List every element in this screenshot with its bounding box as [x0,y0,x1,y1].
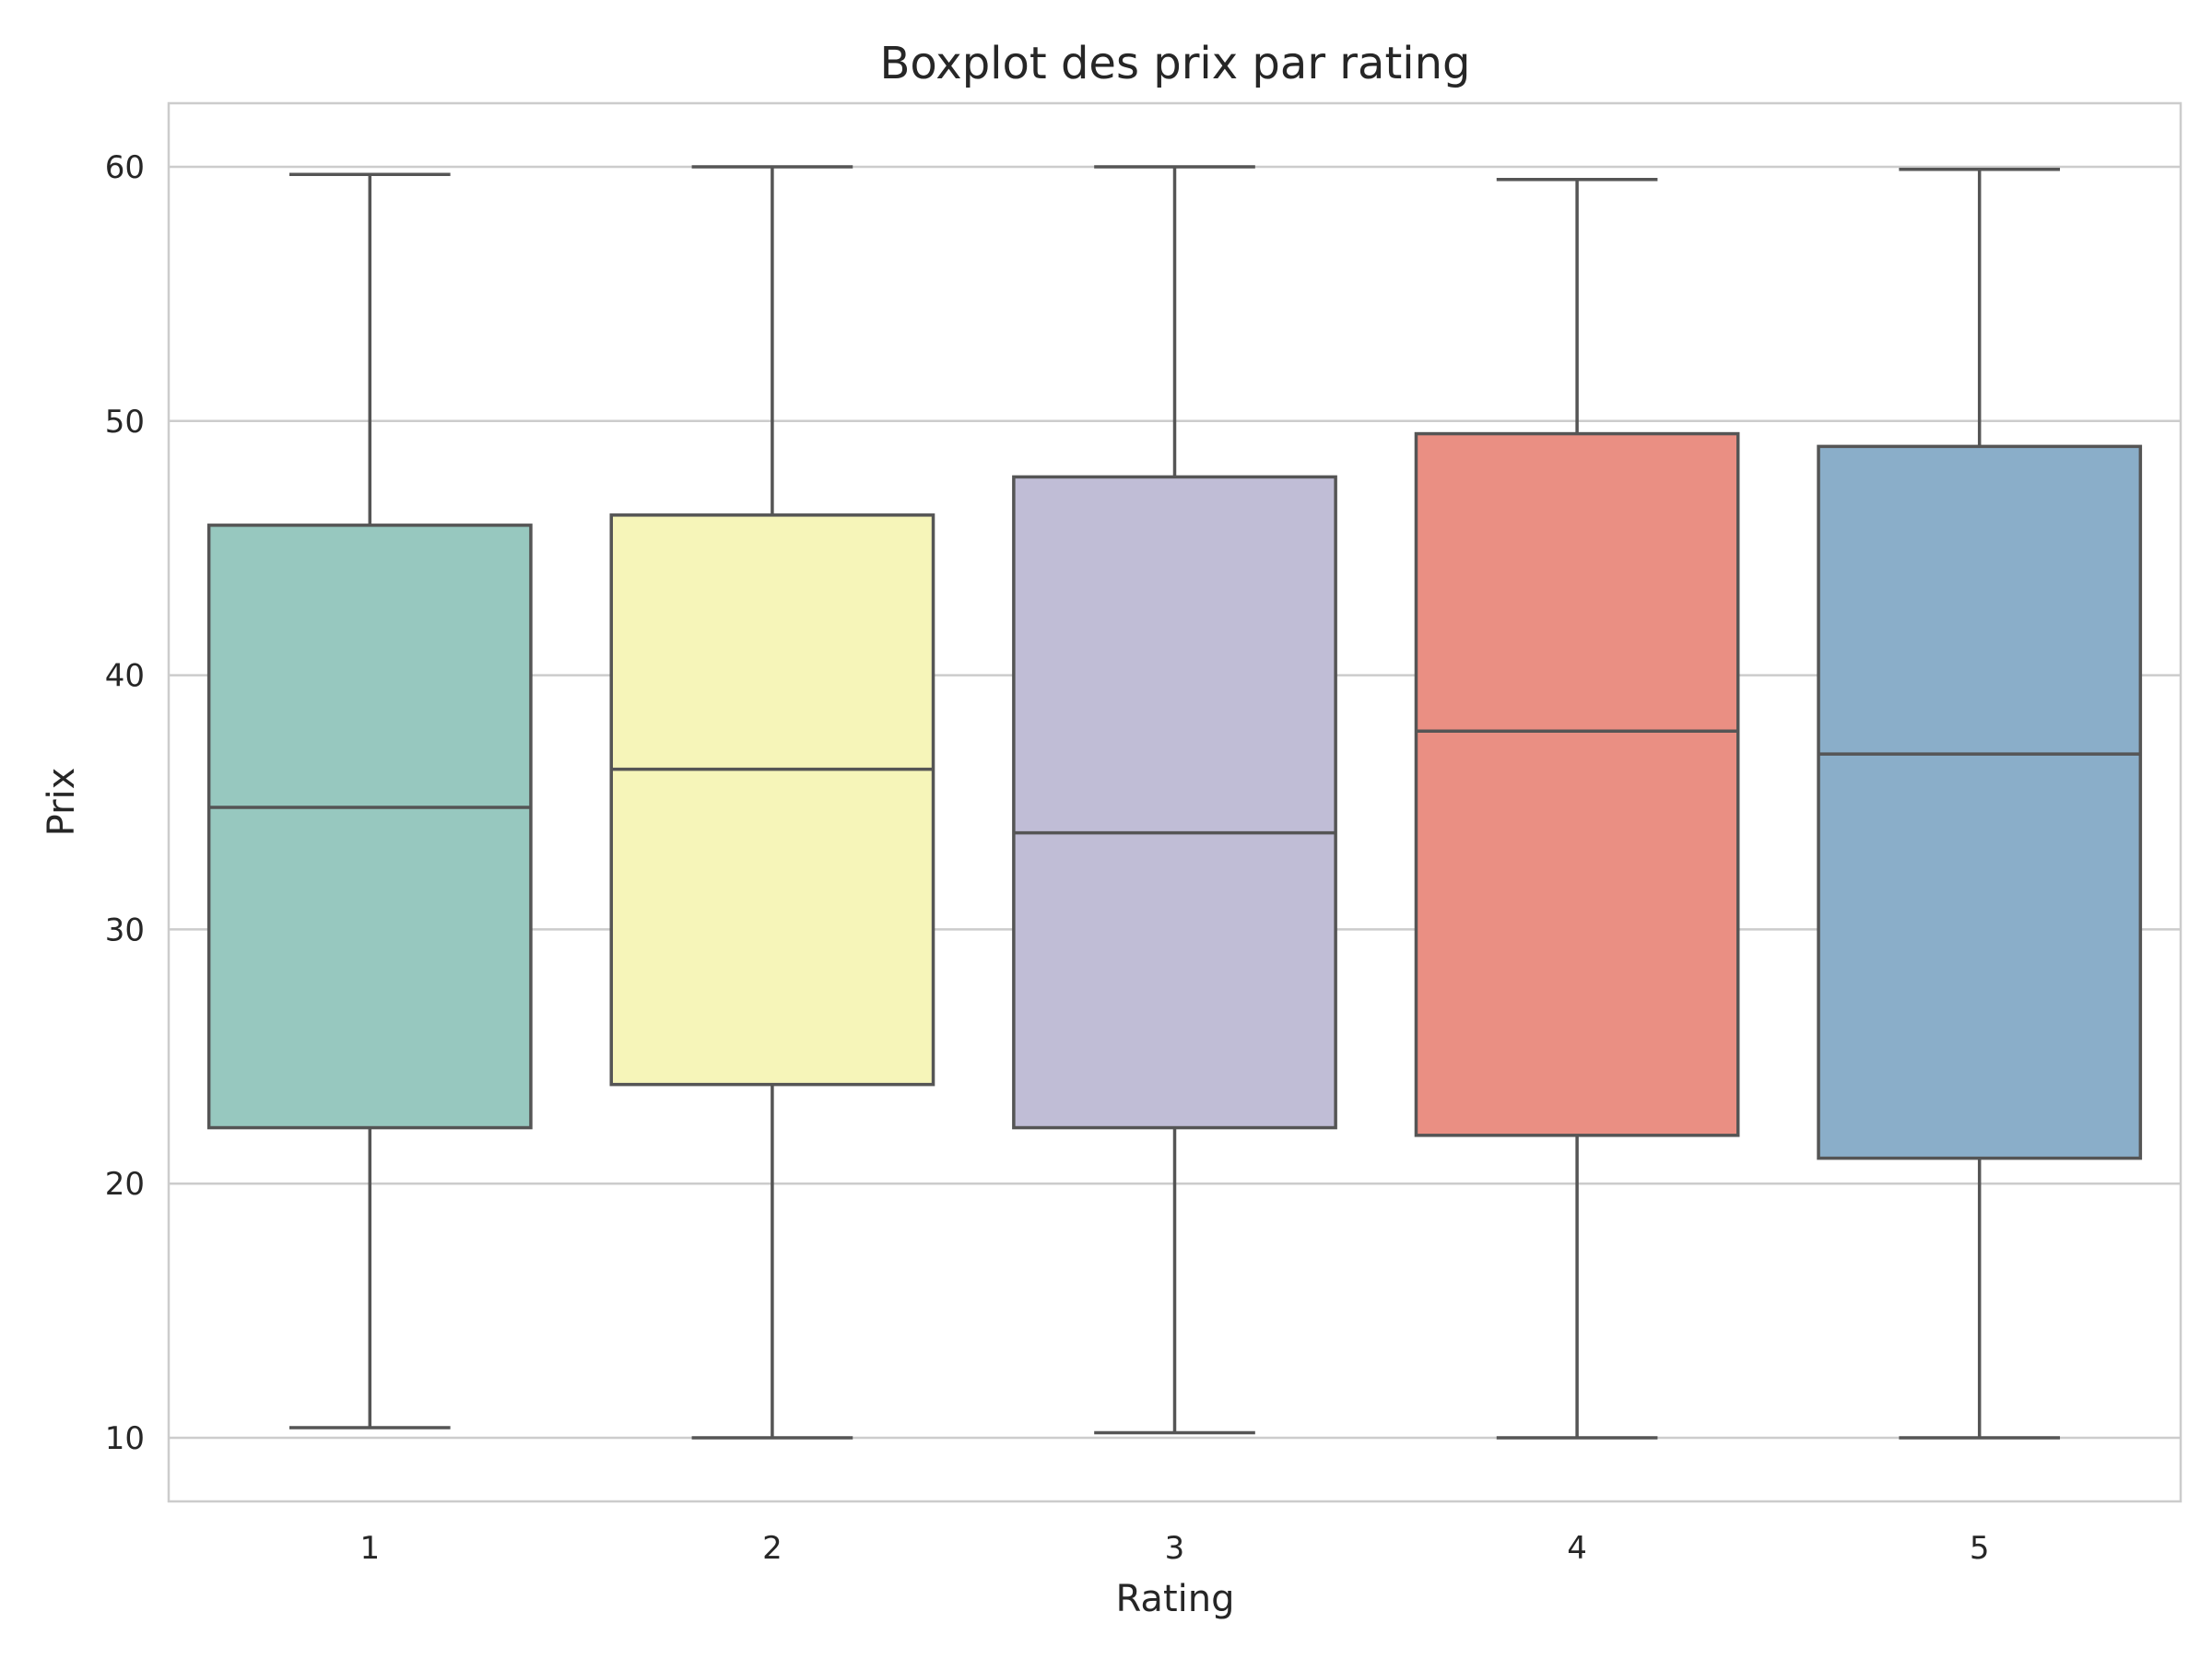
y-tick-label-60: 60 [105,149,145,186]
x-tick-label-5: 5 [1970,1530,1990,1567]
chart-title: Boxplot des prix par rating [879,38,1470,89]
x-tick-label-4: 4 [1567,1530,1587,1567]
iqr-box [1414,431,1740,1137]
box-rating-3 [1012,165,1337,1435]
box-rating-1 [206,172,533,1430]
iqr-box [1817,444,2143,1160]
y-axis-ticks: 10 20 30 40 50 60 [105,149,145,1457]
box-rating-5 [1817,167,2143,1440]
y-tick-label-20: 20 [105,1166,145,1203]
plot-frame [167,101,2183,1503]
box-rating-2 [609,165,935,1440]
box-rating-4 [1414,177,1740,1440]
iqr-box [1012,475,1337,1130]
y-axis-label: Prix [41,768,83,837]
x-tick-label-2: 2 [762,1530,782,1567]
y-tick-label-40: 40 [105,658,145,695]
x-axis-ticks: 1 2 3 4 5 [359,1530,1989,1567]
x-tick-label-1: 1 [359,1530,380,1567]
y-tick-label-30: 30 [105,912,145,948]
iqr-box [206,524,533,1130]
iqr-box [609,513,935,1087]
y-tick-label-50: 50 [105,404,145,441]
x-axis-label: Rating [1116,1578,1235,1620]
x-tick-label-3: 3 [1165,1530,1185,1567]
box-group [206,165,2143,1440]
y-tick-label-10: 10 [105,1420,145,1457]
